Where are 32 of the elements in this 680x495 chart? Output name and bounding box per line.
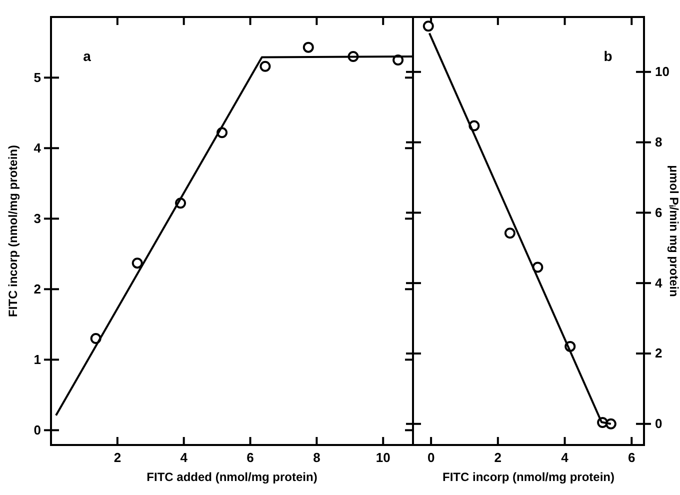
point [302, 42, 314, 53]
y2-tick-label: 10 [655, 64, 670, 80]
x-tick-label: 8 [313, 450, 320, 465]
x-tick-label: 2 [494, 450, 502, 465]
y-tick-label: 4 [34, 140, 42, 156]
x-tick-label: 4 [561, 450, 570, 465]
x-tick-label: 2 [114, 450, 122, 465]
y-tick-label: 1 [34, 352, 41, 367]
y2-tick-label: 6 [655, 204, 662, 220]
y2-tick-label: 0 [655, 416, 662, 432]
y2-tick-label: 2 [655, 346, 662, 361]
x-tick-label: 6 [246, 450, 254, 465]
y-axis-title: FITC incorp (nmol/mg protein) [6, 145, 20, 317]
point [260, 60, 271, 72]
x-tick-label: 6 [628, 450, 636, 465]
point [422, 20, 434, 32]
y2-tick-label: 4 [655, 275, 663, 290]
y-tick-label: 0 [34, 422, 41, 438]
y-tick-label: 3 [34, 210, 41, 226]
point [132, 258, 143, 269]
y-tick-label: 2 [34, 281, 41, 296]
annotation: a [83, 48, 92, 64]
y-tick-label: 5 [34, 70, 41, 85]
point [504, 228, 516, 239]
annotation: b [604, 48, 612, 64]
x-axis-title: FITC added (nmol/mg protein) [146, 470, 318, 484]
x-tick-label: 10 [376, 450, 390, 465]
x-axis-title: FITC incorp (nmol/mg protein) [442, 470, 614, 484]
x-tick-label: 0 [427, 450, 435, 465]
y2-axis-title: μmol Pᵢ/min mg protein [667, 165, 680, 297]
x-tick-label: 4 [180, 450, 188, 465]
y2-tick-label: 8 [655, 134, 662, 150]
